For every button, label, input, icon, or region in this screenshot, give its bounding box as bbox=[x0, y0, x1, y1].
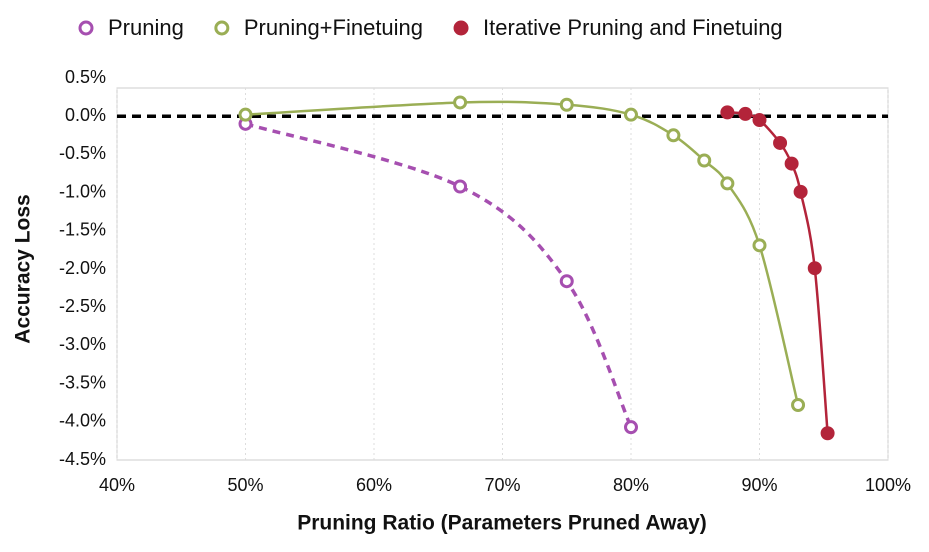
y-tick-label: -2.0% bbox=[59, 258, 106, 278]
data-point bbox=[453, 95, 468, 110]
x-tick-label: 80% bbox=[613, 475, 649, 495]
x-tick-label: 90% bbox=[741, 475, 777, 495]
data-point bbox=[784, 156, 799, 171]
y-tick-label: -3.5% bbox=[59, 372, 106, 392]
y-tick-label: -4.0% bbox=[59, 411, 106, 431]
data-point bbox=[752, 238, 767, 253]
legend-label: Iterative Pruning and Finetuing bbox=[483, 15, 783, 40]
series-line bbox=[245, 122, 633, 428]
x-tick-label: 50% bbox=[227, 475, 263, 495]
y-tick-label: -3.0% bbox=[59, 334, 106, 354]
legend-label: Pruning+Finetuing bbox=[244, 15, 423, 40]
data-point bbox=[624, 107, 638, 122]
y-tick-label: -1.0% bbox=[59, 181, 106, 201]
data-point bbox=[559, 97, 574, 112]
y-tick-label: -0.5% bbox=[59, 143, 106, 163]
y-axis-title: Accuracy Loss bbox=[12, 194, 35, 343]
x-tick-label: 100% bbox=[865, 475, 911, 495]
data-point bbox=[820, 426, 835, 441]
data-point bbox=[791, 397, 806, 412]
legend-marker bbox=[453, 20, 469, 36]
data-point bbox=[752, 113, 767, 128]
x-tick-label: 40% bbox=[99, 475, 135, 495]
x-tick-label: 60% bbox=[356, 475, 392, 495]
legend-marker bbox=[78, 20, 94, 36]
data-point bbox=[720, 176, 735, 191]
data-point bbox=[697, 153, 712, 168]
data-point bbox=[773, 135, 788, 150]
data-point bbox=[238, 107, 253, 122]
data-point bbox=[666, 128, 681, 143]
y-tick-label: 0.5% bbox=[65, 67, 106, 87]
data-point bbox=[738, 106, 753, 121]
data-point bbox=[720, 105, 735, 120]
x-axis-title: Pruning Ratio (Parameters Pruned Away) bbox=[297, 512, 707, 535]
legend-marker bbox=[214, 20, 230, 36]
y-tick-label: -2.5% bbox=[59, 296, 106, 316]
x-tick-label: 70% bbox=[484, 475, 520, 495]
data-point bbox=[453, 179, 468, 194]
data-point bbox=[807, 261, 822, 276]
data-point bbox=[793, 184, 808, 199]
y-tick-label: 0.0% bbox=[65, 105, 106, 125]
y-tick-label: -4.5% bbox=[59, 449, 106, 469]
data-point bbox=[559, 274, 574, 289]
legend-label: Pruning bbox=[108, 15, 184, 40]
y-tick-label: -1.5% bbox=[59, 220, 106, 240]
data-point bbox=[624, 420, 638, 435]
series-line bbox=[245, 100, 800, 406]
